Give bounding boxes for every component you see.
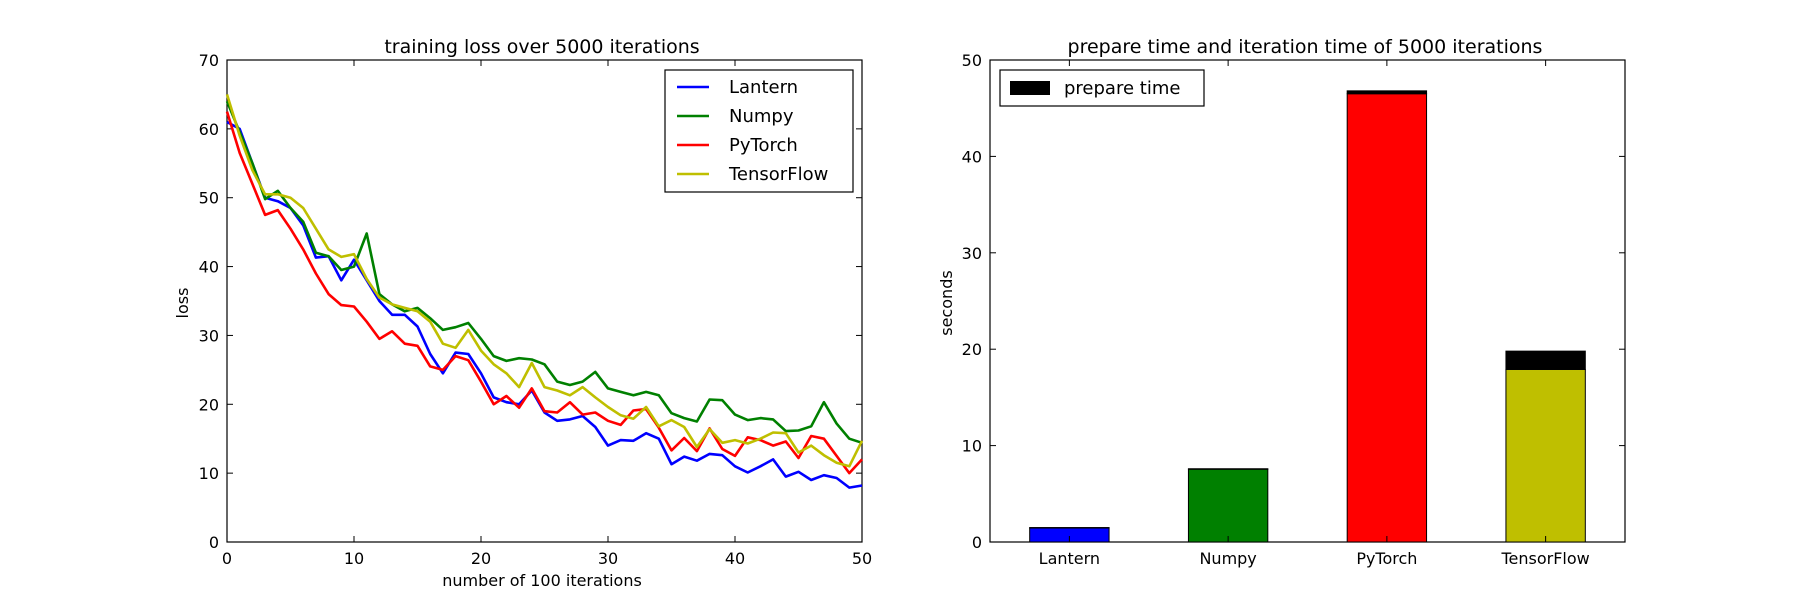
loss-x-tick-label: 0 — [222, 549, 232, 568]
prepare-time-bar-tensorflow — [1505, 350, 1586, 370]
time-bar-pytorch — [1346, 93, 1428, 543]
loss-legend-label-pytorch: PyTorch — [729, 135, 798, 156]
loss-y-tick-label: 60 — [199, 120, 219, 139]
loss-x-tick-label: 40 — [725, 549, 745, 568]
time-legend-swatch-prepare-time — [1010, 81, 1050, 95]
time-plot-area: 0 10 20 30 40 50 Lantern Numpy PyTorch TensorFlow — [962, 51, 1626, 568]
time-y-tick-label: 20 — [962, 340, 982, 359]
loss-series-line-tensorflow — [225, 94, 864, 468]
time-y-tick-label: 50 — [962, 51, 982, 70]
training-loss-chart: training loss over 5000 iterations 0 10 20… — [173, 36, 872, 590]
time-y-tick-label: 40 — [962, 147, 982, 166]
loss-legend: Lantern Numpy PyTorch TensorFlow — [664, 69, 854, 193]
loss-y-axis-label: loss — [173, 288, 192, 319]
loss-legend-label-lantern: Lantern — [729, 77, 798, 98]
loss-series-line-numpy — [225, 100, 863, 445]
loss-legend-box — [664, 69, 854, 193]
prepare-time-bar-pytorch — [1346, 90, 1428, 95]
loss-y-tick-label: 50 — [199, 189, 219, 208]
time-y-axis-label: seconds — [937, 270, 956, 335]
loss-x-tick-label: 10 — [344, 549, 364, 568]
time-bar-tensorflow — [1505, 368, 1586, 543]
loss-y-tick-label: 0 — [209, 533, 219, 552]
time-legend-label-prepare-time: prepare time — [1064, 78, 1180, 99]
loss-x-tick-label: 20 — [471, 549, 491, 568]
loss-legend-label-numpy: Numpy — [729, 106, 794, 127]
time-y-tick-label: 10 — [962, 437, 982, 456]
loss-chart-title: training loss over 5000 iterations — [384, 36, 699, 58]
time-bar-numpy — [1187, 468, 1269, 543]
time-x-tick-label: PyTorch — [1356, 549, 1417, 568]
loss-y-tick-label: 20 — [199, 395, 219, 414]
time-legend: prepare time — [999, 69, 1205, 107]
loss-y-tick-label: 10 — [199, 464, 219, 483]
loss-x-tick-label: 50 — [852, 549, 872, 568]
loss-x-tick-label: 30 — [598, 549, 618, 568]
time-x-tick-label: TensorFlow — [1500, 549, 1589, 568]
time-x-tick-label: Lantern — [1039, 549, 1100, 568]
loss-x-axis-label: number of 100 iterations — [442, 571, 642, 590]
time-x-tick-label: Numpy — [1199, 549, 1256, 568]
time-chart: prepare time and iteration time of 5000 … — [937, 36, 1626, 568]
loss-y-tick-label: 30 — [199, 326, 219, 345]
loss-y-tick-label: 40 — [199, 258, 219, 277]
time-y-tick-label: 30 — [962, 244, 982, 263]
loss-legend-label-tensorflow: TensorFlow — [728, 164, 828, 185]
loss-y-tick-label: 70 — [199, 51, 219, 70]
time-y-tick-label: 0 — [972, 533, 982, 552]
time-chart-title: prepare time and iteration time of 5000 … — [1068, 36, 1543, 58]
